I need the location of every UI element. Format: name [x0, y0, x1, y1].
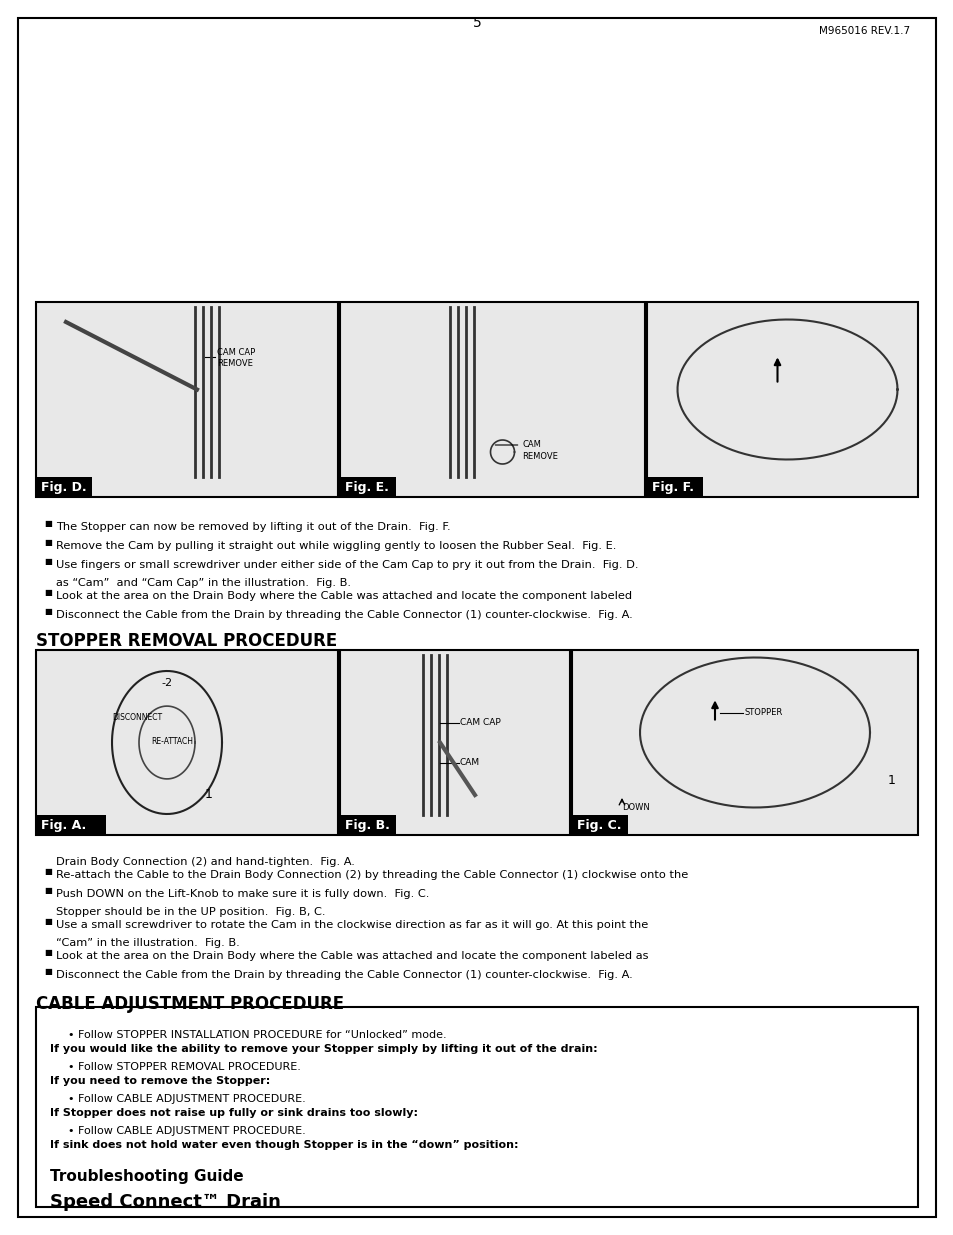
- Text: -2: -2: [161, 678, 172, 688]
- Text: • Follow CABLE ADJUSTMENT PROCEDURE.: • Follow CABLE ADJUSTMENT PROCEDURE.: [68, 1094, 305, 1104]
- Text: ■: ■: [44, 588, 51, 597]
- Bar: [36, 303, 337, 496]
- Text: REMOVE: REMOVE: [216, 359, 253, 368]
- Text: Fig. F.: Fig. F.: [651, 480, 693, 494]
- Bar: [572, 650, 917, 835]
- Text: REMOVE: REMOVE: [522, 452, 558, 461]
- Text: Fig. E.: Fig. E.: [345, 480, 389, 494]
- Text: • Follow STOPPER INSTALLATION PROCEDURE for “Unlocked” mode.: • Follow STOPPER INSTALLATION PROCEDURE …: [68, 1030, 446, 1040]
- Text: Speed Connect™ Drain: Speed Connect™ Drain: [50, 1193, 280, 1212]
- Text: 1: 1: [205, 788, 213, 800]
- Bar: [646, 303, 917, 496]
- Text: 1: 1: [887, 773, 895, 787]
- Text: CABLE ADJUSTMENT PROCEDURE: CABLE ADJUSTMENT PROCEDURE: [36, 995, 344, 1013]
- Text: If you need to remove the Stopper:: If you need to remove the Stopper:: [50, 1076, 270, 1086]
- Text: Drain Body Connection (2) and hand-tighten.  Fig. A.: Drain Body Connection (2) and hand-tight…: [56, 857, 355, 867]
- Text: ■: ■: [44, 967, 51, 976]
- Bar: [36, 650, 337, 835]
- Text: CAM CAP: CAM CAP: [216, 347, 255, 357]
- Text: Look at the area on the Drain Body where the Cable was attached and locate the c: Look at the area on the Drain Body where…: [56, 951, 648, 961]
- Text: If sink does not hold water even though Stopper is in the “down” position:: If sink does not hold water even though …: [50, 1140, 518, 1150]
- Text: ■: ■: [44, 885, 51, 895]
- Text: CAM: CAM: [459, 758, 479, 767]
- Text: ■: ■: [44, 867, 51, 876]
- Bar: [339, 650, 569, 835]
- Text: CAM: CAM: [522, 440, 540, 450]
- Text: RE-ATTACH: RE-ATTACH: [151, 737, 193, 746]
- Text: ■: ■: [44, 606, 51, 616]
- Text: STOPPER REMOVAL PROCEDURE: STOPPER REMOVAL PROCEDURE: [36, 632, 337, 650]
- Text: Fig. C.: Fig. C.: [577, 819, 620, 831]
- Text: as “Cam”  and “Cam Cap” in the illustration.  Fig. B.: as “Cam” and “Cam Cap” in the illustrati…: [56, 578, 351, 588]
- Bar: [36, 1007, 917, 1207]
- Text: CAM CAP: CAM CAP: [459, 718, 500, 727]
- Bar: [339, 477, 395, 496]
- Text: Fig. A.: Fig. A.: [41, 819, 86, 831]
- Bar: [36, 477, 91, 496]
- Text: ■: ■: [44, 538, 51, 547]
- Text: The Stopper can now be removed by lifting it out of the Drain.  Fig. F.: The Stopper can now be removed by liftin…: [56, 522, 450, 532]
- Bar: [339, 815, 395, 835]
- Text: Push DOWN on the Lift-Knob to make sure it is fully down.  Fig. C.: Push DOWN on the Lift-Knob to make sure …: [56, 889, 429, 899]
- Bar: [646, 477, 702, 496]
- Text: If you would like the ability to remove your Stopper simply by lifting it out of: If you would like the ability to remove …: [50, 1044, 597, 1053]
- Text: Fig. B.: Fig. B.: [345, 819, 390, 831]
- Text: • Follow CABLE ADJUSTMENT PROCEDURE.: • Follow CABLE ADJUSTMENT PROCEDURE.: [68, 1126, 305, 1136]
- Text: ■: ■: [44, 948, 51, 957]
- Text: DISCONNECT: DISCONNECT: [112, 713, 162, 721]
- Text: STOPPER: STOPPER: [744, 708, 782, 718]
- Text: Disconnect the Cable from the Drain by threading the Cable Connector (1) counter: Disconnect the Cable from the Drain by t…: [56, 969, 632, 981]
- Text: Look at the area on the Drain Body where the Cable was attached and locate the c: Look at the area on the Drain Body where…: [56, 592, 632, 601]
- Text: Fig. D.: Fig. D.: [41, 480, 87, 494]
- Text: DOWN: DOWN: [621, 803, 649, 811]
- Text: “Cam” in the illustration.  Fig. B.: “Cam” in the illustration. Fig. B.: [56, 939, 239, 948]
- Text: • Follow STOPPER REMOVAL PROCEDURE.: • Follow STOPPER REMOVAL PROCEDURE.: [68, 1062, 300, 1072]
- Bar: [572, 815, 627, 835]
- Bar: [339, 303, 644, 496]
- Text: Use a small screwdriver to rotate the Cam in the clockwise direction as far as i: Use a small screwdriver to rotate the Ca…: [56, 920, 648, 930]
- Text: If Stopper does not raise up fully or sink drains too slowly:: If Stopper does not raise up fully or si…: [50, 1108, 417, 1118]
- Text: Remove the Cam by pulling it straight out while wiggling gently to loosen the Ru: Remove the Cam by pulling it straight ou…: [56, 541, 616, 551]
- Text: M965016 REV.1.7: M965016 REV.1.7: [818, 26, 909, 36]
- Text: Use fingers or small screwdriver under either side of the Cam Cap to pry it out : Use fingers or small screwdriver under e…: [56, 559, 638, 571]
- Text: Re-attach the Cable to the Drain Body Connection (2) by threading the Cable Conn: Re-attach the Cable to the Drain Body Co…: [56, 869, 687, 881]
- Text: Stopper should be in the UP position.  Fig. B, C.: Stopper should be in the UP position. Fi…: [56, 906, 325, 918]
- Text: 5: 5: [472, 16, 481, 30]
- Text: ■: ■: [44, 918, 51, 926]
- Text: Troubleshooting Guide: Troubleshooting Guide: [50, 1170, 243, 1184]
- Text: ■: ■: [44, 519, 51, 529]
- Text: ■: ■: [44, 557, 51, 566]
- Text: Disconnect the Cable from the Drain by threading the Cable Connector (1) counter: Disconnect the Cable from the Drain by t…: [56, 610, 632, 620]
- Bar: [36, 815, 106, 835]
